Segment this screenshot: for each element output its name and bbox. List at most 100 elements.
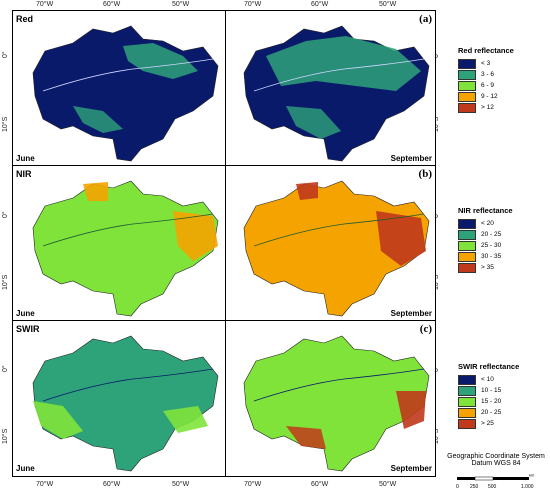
legend-swatch — [458, 374, 476, 385]
patch — [286, 426, 326, 449]
datum: Datum WGS 84 — [471, 460, 521, 467]
map-panel-red-september: September (a) — [225, 10, 436, 167]
map-nir-june — [32, 180, 219, 317]
patch — [396, 391, 426, 429]
scale-label: 250 — [470, 484, 479, 490]
legend-swatch — [458, 262, 476, 273]
band-label: SWIR — [16, 324, 40, 334]
left-tick-0-row3: 0° — [2, 365, 9, 372]
region-shape — [32, 180, 219, 317]
map-panel-swir-september: September (c) — [225, 320, 436, 477]
legend-swatch — [458, 251, 476, 262]
panel-letter: (a) — [419, 13, 432, 25]
legend-item: 9 - 12 — [458, 91, 514, 102]
legend-item: 20 - 25 — [458, 407, 519, 418]
legend-item: 6 - 9 — [458, 80, 514, 91]
legend-swatch — [458, 229, 476, 240]
legend-label: 3 - 6 — [481, 71, 495, 78]
map-panel-red-june: Red June — [12, 10, 227, 167]
month-label: September — [390, 154, 432, 163]
legend-swatch — [458, 385, 476, 396]
patch — [286, 106, 341, 139]
map-red-september — [243, 25, 430, 162]
top-tick-3: 50°W — [172, 1, 190, 8]
patch — [83, 182, 108, 201]
left-tick-0-row1: 0° — [2, 51, 9, 58]
legend-item: 20 - 25 — [458, 229, 513, 240]
legend-item: < 3 — [458, 58, 514, 69]
legend-label: 20 - 25 — [481, 231, 502, 238]
legend-item: < 20 — [458, 218, 513, 229]
top-tick-6: 50°W — [379, 1, 397, 8]
scale-label: 1.000 — [521, 484, 534, 490]
bottom-tick-4: 70°W — [244, 481, 262, 488]
legend-swatch — [458, 58, 476, 69]
legend-label: > 25 — [481, 420, 494, 427]
legend-item: 3 - 6 — [458, 69, 514, 80]
legend-swatch — [458, 80, 476, 91]
river — [42, 58, 214, 92]
river — [253, 213, 425, 247]
legend-swatch — [458, 218, 476, 229]
legend-label: 9 - 12 — [481, 93, 498, 100]
month-label: June — [16, 464, 35, 473]
month-label: June — [16, 154, 35, 163]
river — [253, 58, 425, 92]
legend-swatch — [458, 396, 476, 407]
legend-label: 10 - 15 — [481, 387, 502, 394]
patch — [376, 211, 426, 266]
river — [42, 368, 214, 402]
map-swir-september — [243, 335, 430, 472]
region-shape — [32, 335, 219, 472]
panel-letter: (b) — [418, 168, 432, 180]
bottom-tick-6: 50°W — [379, 481, 397, 488]
legend-item: > 25 — [458, 418, 519, 429]
legend-swatch — [458, 91, 476, 102]
legend-label: > 12 — [481, 104, 494, 111]
legend-item: > 12 — [458, 102, 514, 113]
month-label: September — [390, 464, 432, 473]
map-panel-nir-june: NIR June — [12, 165, 227, 322]
bottom-tick-2: 60°W — [103, 481, 121, 488]
left-tick-10s-row3: 10°S — [2, 428, 9, 444]
bottom-tick-5: 60°W — [311, 481, 329, 488]
credits: Geographic Coordinate System Datum WGS 8… — [445, 453, 547, 467]
scale-bar: 0 250 500 1.000 km — [456, 474, 535, 490]
legend-label: < 10 — [481, 376, 494, 383]
legend-label: 6 - 9 — [481, 82, 495, 89]
legend-item: 25 - 30 — [458, 240, 513, 251]
month-label: September — [390, 309, 432, 318]
legend-swatch — [458, 102, 476, 113]
map-panel-nir-september: September (b) — [225, 165, 436, 322]
patch — [296, 182, 318, 200]
legend-label: < 3 — [481, 60, 491, 67]
left-tick-10s-row1: 10°S — [2, 116, 9, 132]
legend-item: 15 - 20 — [458, 396, 519, 407]
river — [42, 213, 214, 247]
top-tick-2: 60°W — [103, 1, 121, 8]
patch — [123, 43, 198, 79]
river — [253, 368, 425, 402]
patch — [73, 106, 123, 133]
legend-swir: SWIR reflectance < 10 10 - 15 15 - 20 20… — [458, 362, 519, 429]
legend-red: Red reflectance < 3 3 - 6 6 - 9 9 - 12 >… — [458, 46, 514, 113]
legend-label: 15 - 20 — [481, 398, 502, 405]
map-swir-june — [32, 335, 219, 472]
bottom-tick-3: 50°W — [172, 481, 190, 488]
top-tick-5: 60°W — [311, 1, 329, 8]
legend-swatch — [458, 69, 476, 80]
legend-label: 30 - 35 — [481, 253, 502, 260]
legend-label: 25 - 30 — [481, 242, 502, 249]
legend-label: < 20 — [481, 220, 494, 227]
legend-swatch — [458, 240, 476, 251]
legend-item: 10 - 15 — [458, 385, 519, 396]
patch — [163, 406, 208, 433]
left-tick-0-row2: 0° — [2, 211, 9, 218]
scale-label: 500 — [488, 484, 497, 490]
legend-title: SWIR reflectance — [458, 362, 520, 371]
legend-swatch — [458, 418, 476, 429]
map-nir-september — [243, 180, 430, 317]
region-shape — [243, 335, 430, 472]
legend-label: 20 - 25 — [481, 409, 502, 416]
